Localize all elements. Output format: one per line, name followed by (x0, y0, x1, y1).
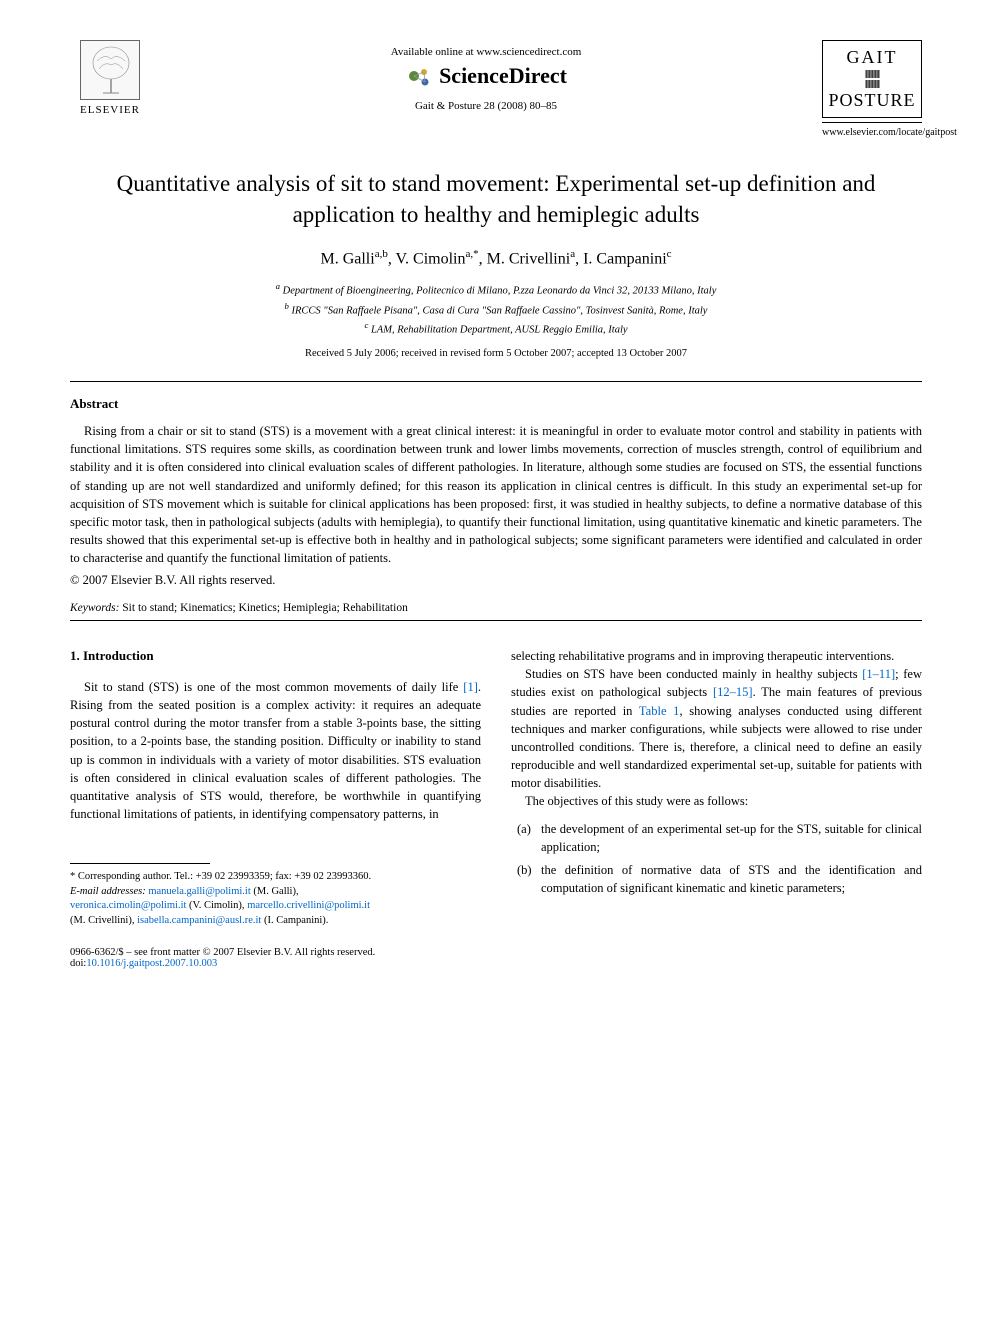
gait-text: GAIT (827, 47, 917, 68)
center-header: Available online at www.sciencedirect.co… (150, 40, 822, 112)
keywords-line: Keywords: Sit to stand; Kinematics; Kine… (70, 602, 922, 614)
citation-link[interactable]: [12–15] (713, 685, 753, 699)
issn-copyright: 0966-6362/$ – see front matter © 2007 El… (70, 947, 375, 958)
journal-cover-logo: GAIT |||||||||||||||||||||||| ||||||||||… (822, 40, 922, 138)
separator (70, 381, 922, 382)
right-column: selecting rehabilitative programs and in… (511, 647, 922, 929)
sciencedirect-text: ScienceDirect (439, 63, 567, 89)
table-link[interactable]: Table 1 (639, 704, 680, 718)
article-dates: Received 5 July 2006; received in revise… (70, 348, 922, 359)
citation-link[interactable]: [1–11] (862, 667, 895, 681)
affiliations: a Department of Bioengineering, Politecn… (70, 280, 922, 338)
intro-paragraph-3: The objectives of this study were as fol… (511, 792, 922, 810)
posture-text: POSTURE (827, 90, 917, 111)
author-3: M. Crivellini (487, 250, 571, 267)
doi-link[interactable]: 10.1016/j.gaitpost.2007.10.003 (86, 958, 217, 969)
doi-label: doi: (70, 958, 86, 969)
sciencedirect-logo: ScienceDirect (150, 62, 822, 90)
barcode-icon: |||||||||||||||||||||||| (827, 70, 917, 78)
author-1: M. Galli (320, 250, 374, 267)
keywords-text: Sit to stand; Kinematics; Kinetics; Hemi… (119, 602, 407, 614)
authors-line: M. Gallia,b, V. Cimolina,*, M. Crivellin… (70, 248, 922, 268)
author-2: V. Cimolin (396, 250, 466, 267)
list-marker: (b) (517, 861, 541, 897)
abstract-body: Rising from a chair or sit to stand (STS… (70, 422, 922, 567)
corresponding-author-footnote: * Corresponding author. Tel.: +39 02 239… (70, 870, 481, 929)
article-title: Quantitative analysis of sit to stand mo… (90, 168, 902, 230)
abstract-copyright: © 2007 Elsevier B.V. All rights reserved… (70, 573, 922, 588)
journal-reference: Gait & Posture 28 (2008) 80–85 (150, 100, 822, 112)
objective-a-text: the development of an experimental set-u… (541, 820, 922, 856)
list-item: (b) the definition of normative data of … (517, 861, 922, 897)
objective-b-text: the definition of normative data of STS … (541, 861, 922, 897)
intro-paragraph-1-cont: selecting rehabilitative programs and in… (511, 647, 922, 665)
author-4: I. Campanini (583, 250, 667, 267)
body-columns: 1. Introduction Sit to stand (STS) is on… (70, 647, 922, 929)
intro-heading: 1. Introduction (70, 647, 481, 666)
elsevier-label: ELSEVIER (80, 104, 140, 116)
journal-url: www.elsevier.com/locate/gaitpost (822, 127, 922, 138)
affiliation-a: Department of Bioengineering, Politecnic… (283, 286, 717, 297)
intro-paragraph-1: Sit to stand (STS) is one of the most co… (70, 678, 481, 823)
list-marker: (a) (517, 820, 541, 856)
elsevier-tree-icon (80, 40, 140, 100)
elsevier-logo: ELSEVIER (70, 40, 150, 130)
email-link[interactable]: marcello.crivellini@polimi.it (247, 900, 370, 911)
citation-link[interactable]: [1] (463, 680, 478, 694)
footnote-separator (70, 863, 210, 864)
email-link[interactable]: veronica.cimolin@polimi.it (70, 900, 186, 911)
email-link[interactable]: manuela.galli@polimi.it (148, 886, 250, 897)
footer-left: 0966-6362/$ – see front matter © 2007 El… (70, 947, 375, 969)
barcode-icon: |||||||||||||||||||||||| (827, 80, 917, 88)
separator (70, 620, 922, 621)
page-footer: 0966-6362/$ – see front matter © 2007 El… (70, 947, 922, 969)
abstract-heading: Abstract (70, 396, 922, 412)
corr-author-line: * Corresponding author. Tel.: +39 02 239… (70, 870, 481, 885)
sciencedirect-icon (405, 62, 433, 90)
intro-paragraph-2: Studies on STS have been conducted mainl… (511, 665, 922, 792)
page-header: ELSEVIER Available online at www.science… (70, 40, 922, 138)
list-item: (a) the development of an experimental s… (517, 820, 922, 856)
email-label: E-mail addresses: (70, 886, 146, 897)
keywords-label: Keywords: (70, 602, 119, 614)
objectives-list: (a) the development of an experimental s… (511, 820, 922, 897)
email-link[interactable]: isabella.campanini@ausl.re.it (137, 915, 261, 926)
left-column: 1. Introduction Sit to stand (STS) is on… (70, 647, 481, 929)
available-online-text: Available online at www.sciencedirect.co… (150, 46, 822, 58)
affiliation-b: IRCCS "San Raffaele Pisana", Casa di Cur… (292, 305, 708, 316)
affiliation-c: LAM, Rehabilitation Department, AUSL Reg… (371, 324, 628, 335)
